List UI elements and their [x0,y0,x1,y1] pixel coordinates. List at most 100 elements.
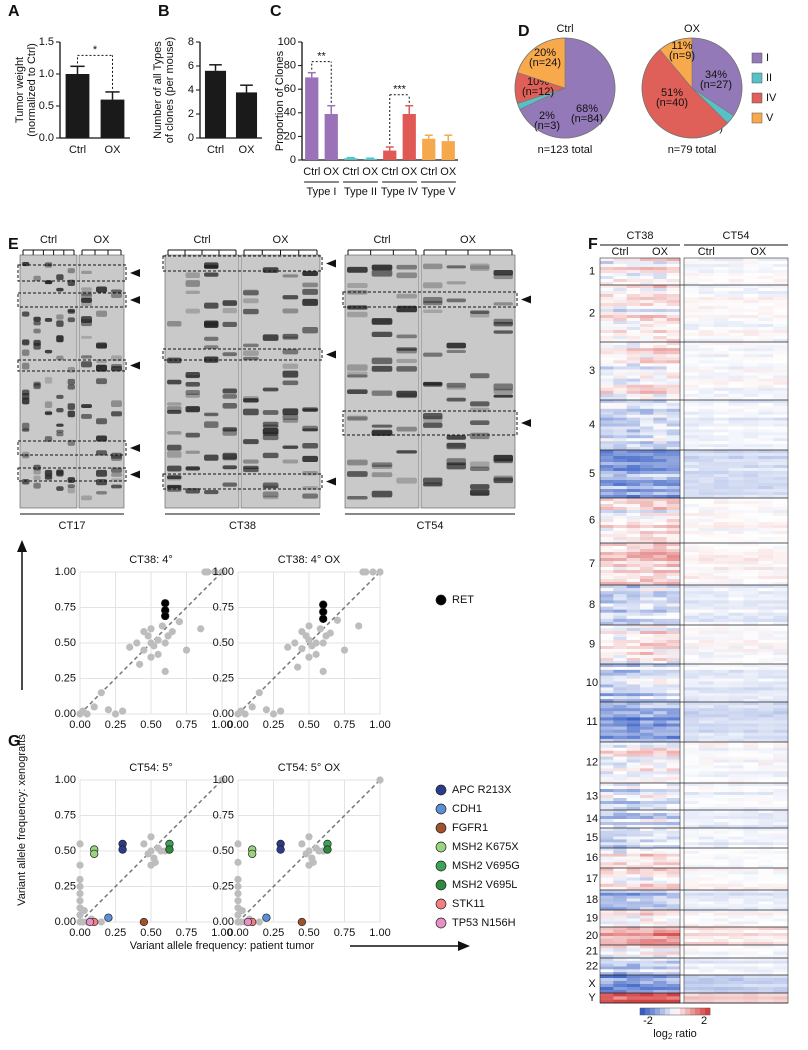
heatmap-cell [640,579,654,583]
heatmap-cell [713,405,729,410]
heatmap-cell [743,720,759,724]
gel-band [67,317,75,323]
gel-band [396,334,417,339]
heatmap-cell [713,339,729,343]
heatmap-cell [653,618,667,623]
heatmap-cell [666,696,681,700]
heatmap-cell [684,819,700,823]
gel-band [493,457,513,464]
heatmap-cell [728,465,744,469]
heatmap-cell [640,600,654,604]
heatmap-cell [684,393,700,398]
heatmap-cell [600,777,614,781]
heatmap-cell [743,480,759,484]
heatmap-cell [728,895,744,899]
heatmap-cell [698,396,714,401]
heatmap-cell [758,510,774,514]
heatmap-cell [684,513,700,517]
heatmap-cell [600,378,614,382]
heatmap-cell [698,828,714,832]
heatmap-cell [713,375,729,379]
heatmap-cell [684,643,700,647]
heatmap-cell [773,871,789,875]
heatmap-cell [684,360,700,364]
heatmap-cell [684,978,700,982]
heatmap-cell [713,303,729,307]
heatmap-cell [640,432,654,436]
heatmap-cell [698,865,714,869]
heatmap-cell [713,945,729,949]
heatmap-cell [713,798,729,802]
heatmap-cell [728,877,744,881]
heatmap-cell [626,816,641,820]
heatmap-cell [666,600,681,604]
heatmap-cell [626,264,641,268]
heatmap-cell [626,414,641,418]
heatmap-cell [758,327,774,331]
heatmap-cell [743,813,759,817]
pie-value-label: 34% [705,69,727,81]
heatmap-cell [758,498,774,502]
heatmap-cell [600,984,614,988]
heatmap-cell [728,603,744,607]
gel-group-label: Ctrl [193,234,210,246]
plot-title: CT38: 4° [129,554,173,566]
heatmap-cell [713,786,729,790]
heatmap-cell [653,969,667,973]
heatmap-cell [613,723,627,727]
heatmap-cell [713,924,729,928]
heatmap-cell [698,468,714,472]
heatmap-cell [640,591,654,595]
heatmap-cell [626,756,641,760]
heatmap-cell [666,862,681,866]
heatmap-cell [743,312,759,316]
heatmap-cell [758,735,774,740]
heatmap-cell [666,597,681,601]
heatmap-cell [758,729,774,733]
heatmap-cell [698,714,714,718]
heatmap-cell [728,898,744,902]
heatmap-cell [626,270,641,274]
heatmap-cell [640,414,654,418]
heatmap-cell [698,661,714,665]
heatmap-cell [713,987,729,991]
heatmap-cell [626,573,641,577]
heatmap-cell [758,402,774,407]
heatmap-cell [758,898,774,902]
heatmap-cell [626,564,641,568]
heatmap-cell [653,474,667,478]
heatmap-cell [743,907,759,911]
heatmap-cell [743,276,759,280]
heatmap-cell [728,570,744,574]
heatmap-cell [743,267,759,271]
heatmap-cell [728,561,744,565]
heatmap-cell [758,693,774,697]
heatmap-cell [758,555,774,559]
gel-band [33,468,41,475]
heatmap-cell [773,892,789,896]
heatmap-cell [728,390,744,395]
heatmap-cell [653,912,667,916]
heatmap-cell [743,711,759,715]
heatmap-cell [666,264,681,268]
heatmap-cell [713,534,729,538]
pie-title: Ctrl [556,23,573,35]
heatmap-cell [713,658,729,662]
heatmap-cell [684,954,700,959]
heatmap-cell [713,363,729,367]
heatmap-cell [684,892,700,896]
heatmap-cell [626,690,641,694]
heatmap-cell [640,912,654,916]
heatmap-cell [773,339,789,343]
heatmap-cell [713,597,729,601]
heatmap-cell [626,804,641,808]
heatmap-cell [653,522,667,526]
heatmap-cell [626,423,641,427]
heatmap-cell [743,408,759,412]
heatmap-cell [773,603,789,607]
heatmap-cell [773,576,789,580]
heatmap-cell [728,771,744,775]
heatmap-cell [653,303,667,307]
heatmap-cell [743,690,759,694]
heatmap-cell [758,862,774,866]
